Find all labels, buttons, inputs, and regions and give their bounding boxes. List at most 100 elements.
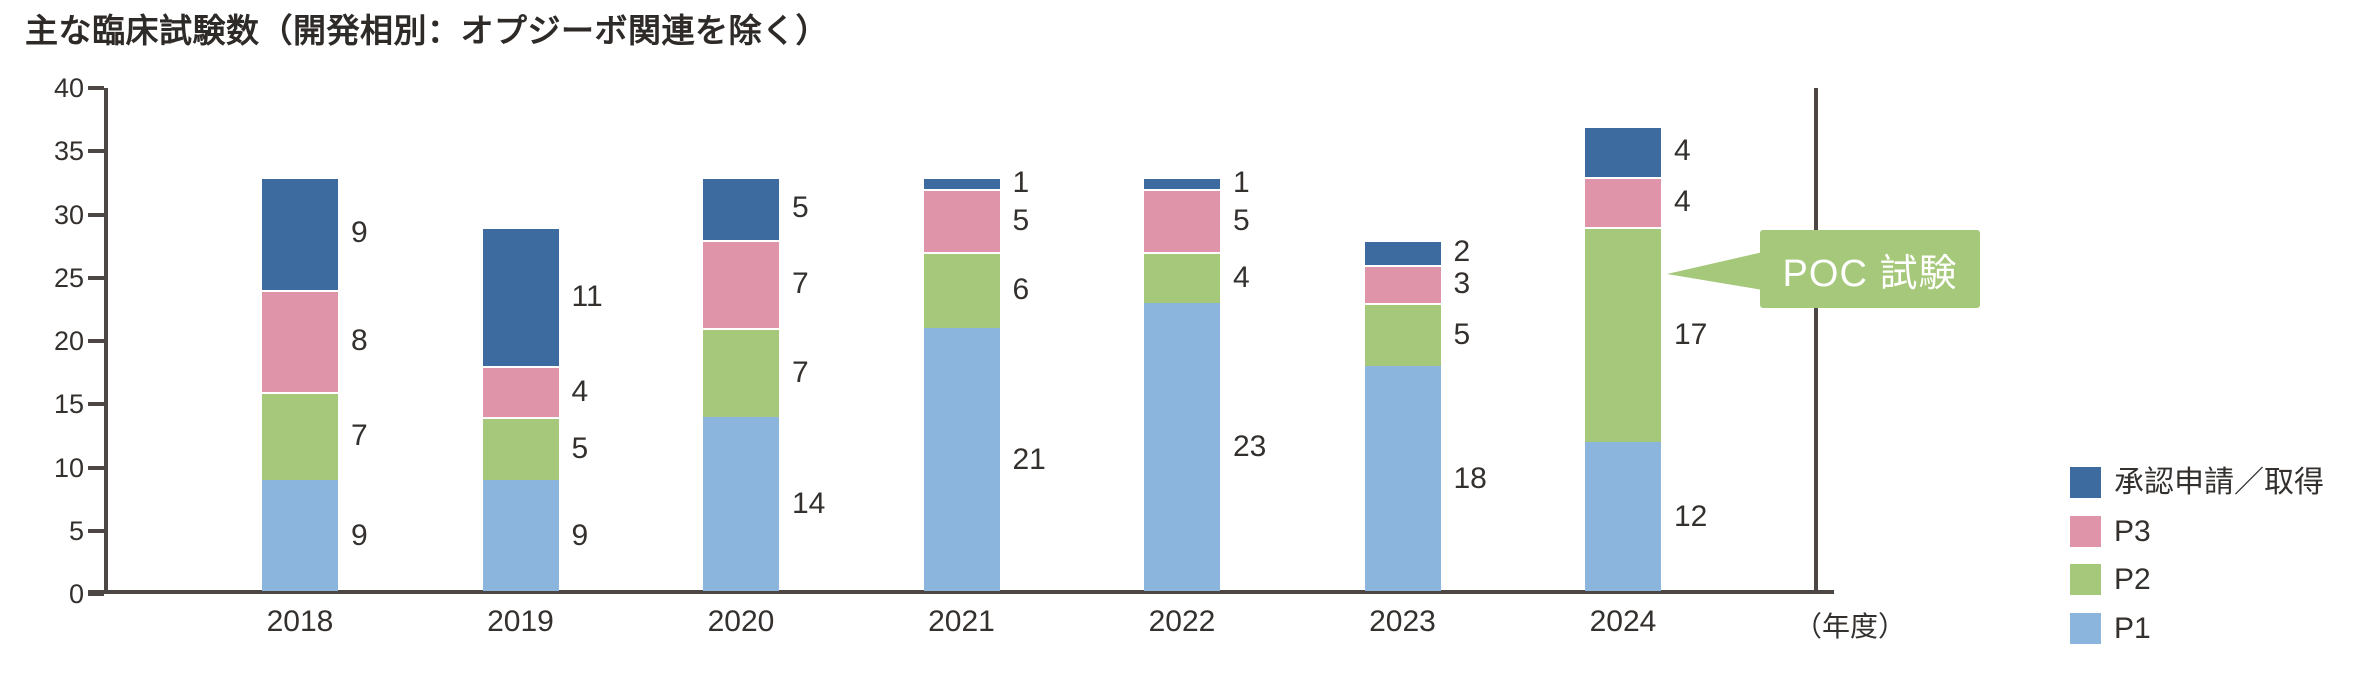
legend-label-p3: P3 xyxy=(2114,514,2151,548)
bar-segment-2024-P2 xyxy=(1585,227,1661,443)
legend-swatch-approval xyxy=(2070,467,2101,498)
bar-value-label: 14 xyxy=(792,486,826,520)
legend: 承認申請／取得 P3 P2 P1 xyxy=(2070,467,2324,661)
legend-label-approval: 承認申請／取得 xyxy=(2114,466,2324,499)
legend-item-approval: 承認申請／取得 xyxy=(2070,467,2324,498)
bar-segment-2019-P3 xyxy=(482,366,559,417)
y-tick xyxy=(88,275,104,280)
bar-value-label: 11 xyxy=(571,279,603,313)
bar-segment-2018-P3 xyxy=(262,290,338,392)
y-tick xyxy=(88,149,104,154)
bar-segment-2018-承認申請／取得 xyxy=(262,176,338,291)
x-category-label: 2024 xyxy=(1589,605,1657,638)
bar-value-label: 9 xyxy=(571,518,589,552)
x-category-label: 2022 xyxy=(1148,605,1216,638)
legend-swatch-p1 xyxy=(2070,612,2101,644)
bar-segment-2020-P2 xyxy=(703,328,779,417)
bar-segment-2018-P1 xyxy=(262,480,338,591)
bar-segment-2021-P2 xyxy=(923,252,1000,329)
poc-callout: POC 試験 xyxy=(1760,230,1980,308)
bar-segment-2019-P1 xyxy=(482,480,559,591)
y-axis-line xyxy=(104,88,108,594)
plot-right-border xyxy=(1814,88,1818,594)
bar-segment-2023-P2 xyxy=(1364,303,1441,367)
bar-segment-2023-P1 xyxy=(1364,366,1441,591)
x-category-label: 2021 xyxy=(928,605,995,638)
x-category-label: 2020 xyxy=(707,605,775,638)
bar-segment-2020-承認申請／取得 xyxy=(703,176,779,240)
bar-segment-2019-P2 xyxy=(482,416,559,481)
chart-title: 主な臨床試験数（開発相別：オプジーボ関連を除く） xyxy=(25,12,829,49)
legend-item-p1: P1 xyxy=(2070,611,2324,645)
bar-segment-2023-承認申請／取得 xyxy=(1364,239,1441,266)
bar-value-label: 5 xyxy=(571,431,589,465)
bar-segment-2021-P1 xyxy=(923,328,1000,591)
y-tick-label: 15 xyxy=(53,389,84,420)
bar-value-label: 5 xyxy=(792,191,809,225)
bar-value-label: 6 xyxy=(1012,273,1030,307)
bar-segment-2022-承認申請／取得 xyxy=(1144,176,1220,190)
bar-value-label: 12 xyxy=(1674,499,1708,533)
bar-segment-2024-P1 xyxy=(1585,442,1661,591)
y-tick xyxy=(88,528,104,533)
bar-value-label: 2 xyxy=(1453,235,1471,269)
bar-value-label: 7 xyxy=(792,355,809,389)
bar-value-label: 9 xyxy=(351,216,368,250)
bar-value-label: 4 xyxy=(1674,184,1691,218)
bar-segment-2022-P2 xyxy=(1144,252,1220,304)
y-tick-label: 5 xyxy=(68,515,84,546)
bar-value-label: 3 xyxy=(1453,267,1471,301)
y-tick-label: 10 xyxy=(53,452,84,483)
y-tick xyxy=(88,465,104,470)
y-tick xyxy=(88,86,104,90)
legend-label-p2: P2 xyxy=(2114,563,2151,596)
poc-callout-label: POC 試験 xyxy=(1782,252,1958,295)
poc-callout-pointer xyxy=(1667,252,1763,290)
bar-value-label: 4 xyxy=(1674,134,1691,168)
x-axis-line xyxy=(88,590,1834,594)
bar-value-label: 18 xyxy=(1453,461,1487,495)
y-tick-label: 25 xyxy=(53,262,84,293)
x-category-label: 2018 xyxy=(266,605,334,638)
y-tick xyxy=(88,212,104,217)
bar-value-label: 17 xyxy=(1674,317,1708,351)
bar-segment-2021-承認申請／取得 xyxy=(923,176,1000,190)
bar-value-label: 4 xyxy=(571,374,589,408)
bar-segment-2023-P3 xyxy=(1364,265,1441,304)
legend-item-p2: P2 xyxy=(2070,564,2324,595)
bar-segment-2020-P1 xyxy=(703,416,779,591)
y-tick-label: 20 xyxy=(53,326,84,356)
bar-segment-2020-P3 xyxy=(703,239,779,329)
bar-segment-2024-P3 xyxy=(1585,176,1661,228)
legend-swatch-p2 xyxy=(2070,564,2101,595)
bar-segment-2021-P3 xyxy=(923,189,1000,253)
bar-value-label: 8 xyxy=(351,324,368,357)
bar-segment-2019-承認申請／取得 xyxy=(482,227,559,367)
bar-segment-2022-P1 xyxy=(1144,303,1220,591)
bar-value-label: 1 xyxy=(1012,165,1030,199)
bar-value-label: 21 xyxy=(1012,442,1046,476)
legend-swatch-p3 xyxy=(2070,515,2101,547)
bar-segment-2018-P2 xyxy=(262,391,338,481)
bar-segment-2022-P3 xyxy=(1144,189,1220,253)
legend-item-p3: P3 xyxy=(2070,514,2324,548)
y-tick-label: 30 xyxy=(53,199,84,230)
bar-value-label: 7 xyxy=(351,418,368,452)
bar-segment-2024-承認申請／取得 xyxy=(1585,125,1661,177)
bar-value-label: 23 xyxy=(1233,430,1267,464)
legend-label-p1: P1 xyxy=(2114,611,2151,645)
y-tick xyxy=(88,339,104,343)
bar-value-label: 5 xyxy=(1012,203,1030,237)
bar-value-label: 1 xyxy=(1233,165,1250,199)
y-tick-label: 40 xyxy=(53,73,84,103)
x-category-label: 2023 xyxy=(1369,605,1436,638)
x-category-label: 2019 xyxy=(487,605,554,638)
bar-value-label: 7 xyxy=(792,267,809,301)
x-axis-unit-label: （年度） xyxy=(1793,611,1906,642)
bar-value-label: 4 xyxy=(1233,260,1250,294)
bar-value-label: 9 xyxy=(351,518,368,552)
y-tick xyxy=(88,402,104,407)
bar-value-label: 5 xyxy=(1233,203,1250,237)
